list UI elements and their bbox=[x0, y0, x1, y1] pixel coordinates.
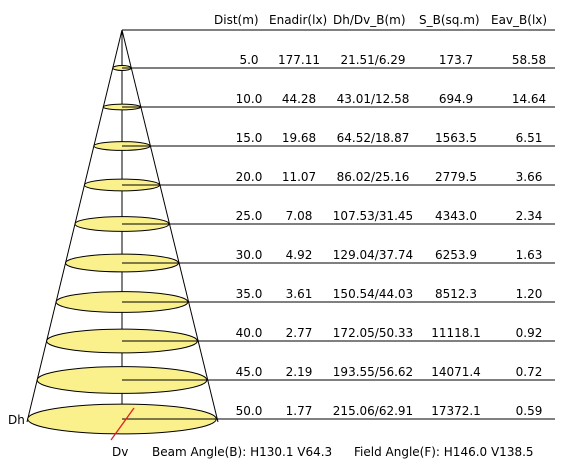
cone-right-edge bbox=[121, 29, 219, 423]
field-angle-label: Field Angle(F): H146.0 V138.5 bbox=[354, 445, 534, 459]
cell-eav: 1.63 bbox=[516, 248, 543, 262]
cell-enadir: 4.92 bbox=[286, 248, 313, 262]
cell-eav: 0.59 bbox=[516, 404, 543, 418]
row-lines bbox=[122, 67, 555, 420]
cell-enadir: 177.11 bbox=[278, 53, 320, 67]
cell-sb: 8512.3 bbox=[435, 287, 477, 301]
cell-enadir: 1.77 bbox=[286, 404, 313, 418]
cell-dist: 10.0 bbox=[236, 92, 263, 106]
cell-enadir: 3.61 bbox=[286, 287, 313, 301]
header-sb: S_B(sq.m) bbox=[419, 13, 480, 27]
cell-sb: 173.7 bbox=[439, 53, 473, 67]
cell-sb: 2779.5 bbox=[435, 170, 477, 184]
cell-sb: 11118.1 bbox=[431, 326, 481, 340]
cell-dhdv: 150.54/44.03 bbox=[333, 287, 413, 301]
cell-sb: 4343.0 bbox=[435, 209, 477, 223]
beam-ellipses bbox=[27, 65, 217, 435]
cone-left-edge bbox=[26, 29, 123, 423]
cell-eav: 3.66 bbox=[516, 170, 543, 184]
table-row: 45.0 2.19 193.55/56.62 14071.4 0.72 bbox=[236, 365, 543, 379]
cell-dist: 45.0 bbox=[236, 365, 263, 379]
table-row: 30.0 4.92 129.04/37.74 6253.9 1.63 bbox=[236, 248, 543, 262]
cell-dist: 15.0 bbox=[236, 131, 263, 145]
cell-dhdv: 172.05/50.33 bbox=[333, 326, 413, 340]
cell-sb: 1563.5 bbox=[435, 131, 477, 145]
cell-enadir: 7.08 bbox=[286, 209, 313, 223]
cell-dhdv: 215.06/62.91 bbox=[333, 404, 413, 418]
cell-dist: 30.0 bbox=[236, 248, 263, 262]
cell-sb: 17372.1 bbox=[431, 404, 481, 418]
cell-dist: 35.0 bbox=[236, 287, 263, 301]
cell-enadir: 11.07 bbox=[282, 170, 316, 184]
cell-sb: 6253.9 bbox=[435, 248, 477, 262]
table-row: 40.0 2.77 172.05/50.33 11118.1 0.92 bbox=[236, 326, 543, 340]
cell-dist: 50.0 bbox=[236, 404, 263, 418]
cell-eav: 6.51 bbox=[516, 131, 543, 145]
cell-dhdv: 193.55/56.62 bbox=[333, 365, 413, 379]
cell-dhdv: 129.04/37.74 bbox=[333, 248, 413, 262]
table-header: Dist(m) Enadir(lx) Dh/Dv_B(m) S_B(sq.m) … bbox=[214, 13, 547, 27]
cell-eav: 0.72 bbox=[516, 365, 543, 379]
cell-eav: 1.20 bbox=[516, 287, 543, 301]
table-row: 35.0 3.61 150.54/44.03 8512.3 1.20 bbox=[236, 287, 543, 301]
cell-eav: 14.64 bbox=[512, 92, 546, 106]
table-row: 10.0 44.28 43.01/12.58 694.9 14.64 bbox=[236, 92, 547, 106]
dv-label: Dv bbox=[112, 445, 128, 459]
cell-dhdv: 64.52/18.87 bbox=[337, 131, 410, 145]
cell-dhdv: 107.53/31.45 bbox=[333, 209, 413, 223]
beam-angle-label: Beam Angle(B): H130.1 V64.3 bbox=[152, 445, 332, 459]
cell-sb: 694.9 bbox=[439, 92, 473, 106]
cell-eav: 0.92 bbox=[516, 326, 543, 340]
dh-label: Dh bbox=[8, 413, 25, 427]
table-row: 25.0 7.08 107.53/31.45 4343.0 2.34 bbox=[236, 209, 543, 223]
cell-enadir: 19.68 bbox=[282, 131, 316, 145]
cell-enadir: 2.19 bbox=[286, 365, 313, 379]
table-row: 15.0 19.68 64.52/18.87 1563.5 6.51 bbox=[236, 131, 543, 145]
table-row: 20.0 11.07 86.02/25.16 2779.5 3.66 bbox=[236, 170, 543, 184]
cell-eav: 2.34 bbox=[516, 209, 543, 223]
cell-dhdv: 43.01/12.58 bbox=[337, 92, 410, 106]
cell-enadir: 44.28 bbox=[282, 92, 316, 106]
header-enadir: Enadir(lx) bbox=[269, 13, 327, 27]
dv-marker bbox=[110, 407, 135, 441]
cell-dist: 40.0 bbox=[236, 326, 263, 340]
table-rows: 5.0 177.11 21.51/6.29 173.7 58.58 10.0 44.28 43… bbox=[236, 53, 547, 418]
cell-dhdv: 21.51/6.29 bbox=[340, 53, 405, 67]
header-dist: Dist(m) bbox=[214, 13, 259, 27]
cell-sb: 14071.4 bbox=[431, 365, 481, 379]
table-row: 5.0 177.11 21.51/6.29 173.7 58.58 bbox=[239, 53, 546, 67]
header-dhdv: Dh/Dv_B(m) bbox=[333, 13, 406, 27]
cell-dist: 20.0 bbox=[236, 170, 263, 184]
cell-enadir: 2.77 bbox=[286, 326, 313, 340]
cell-dist: 25.0 bbox=[236, 209, 263, 223]
cell-dist: 5.0 bbox=[239, 53, 258, 67]
cell-dhdv: 86.02/25.16 bbox=[337, 170, 410, 184]
table-row: 50.0 1.77 215.06/62.91 17372.1 0.59 bbox=[236, 404, 543, 418]
cell-eav: 58.58 bbox=[512, 53, 546, 67]
header-eav: Eav_B(lx) bbox=[491, 13, 547, 27]
